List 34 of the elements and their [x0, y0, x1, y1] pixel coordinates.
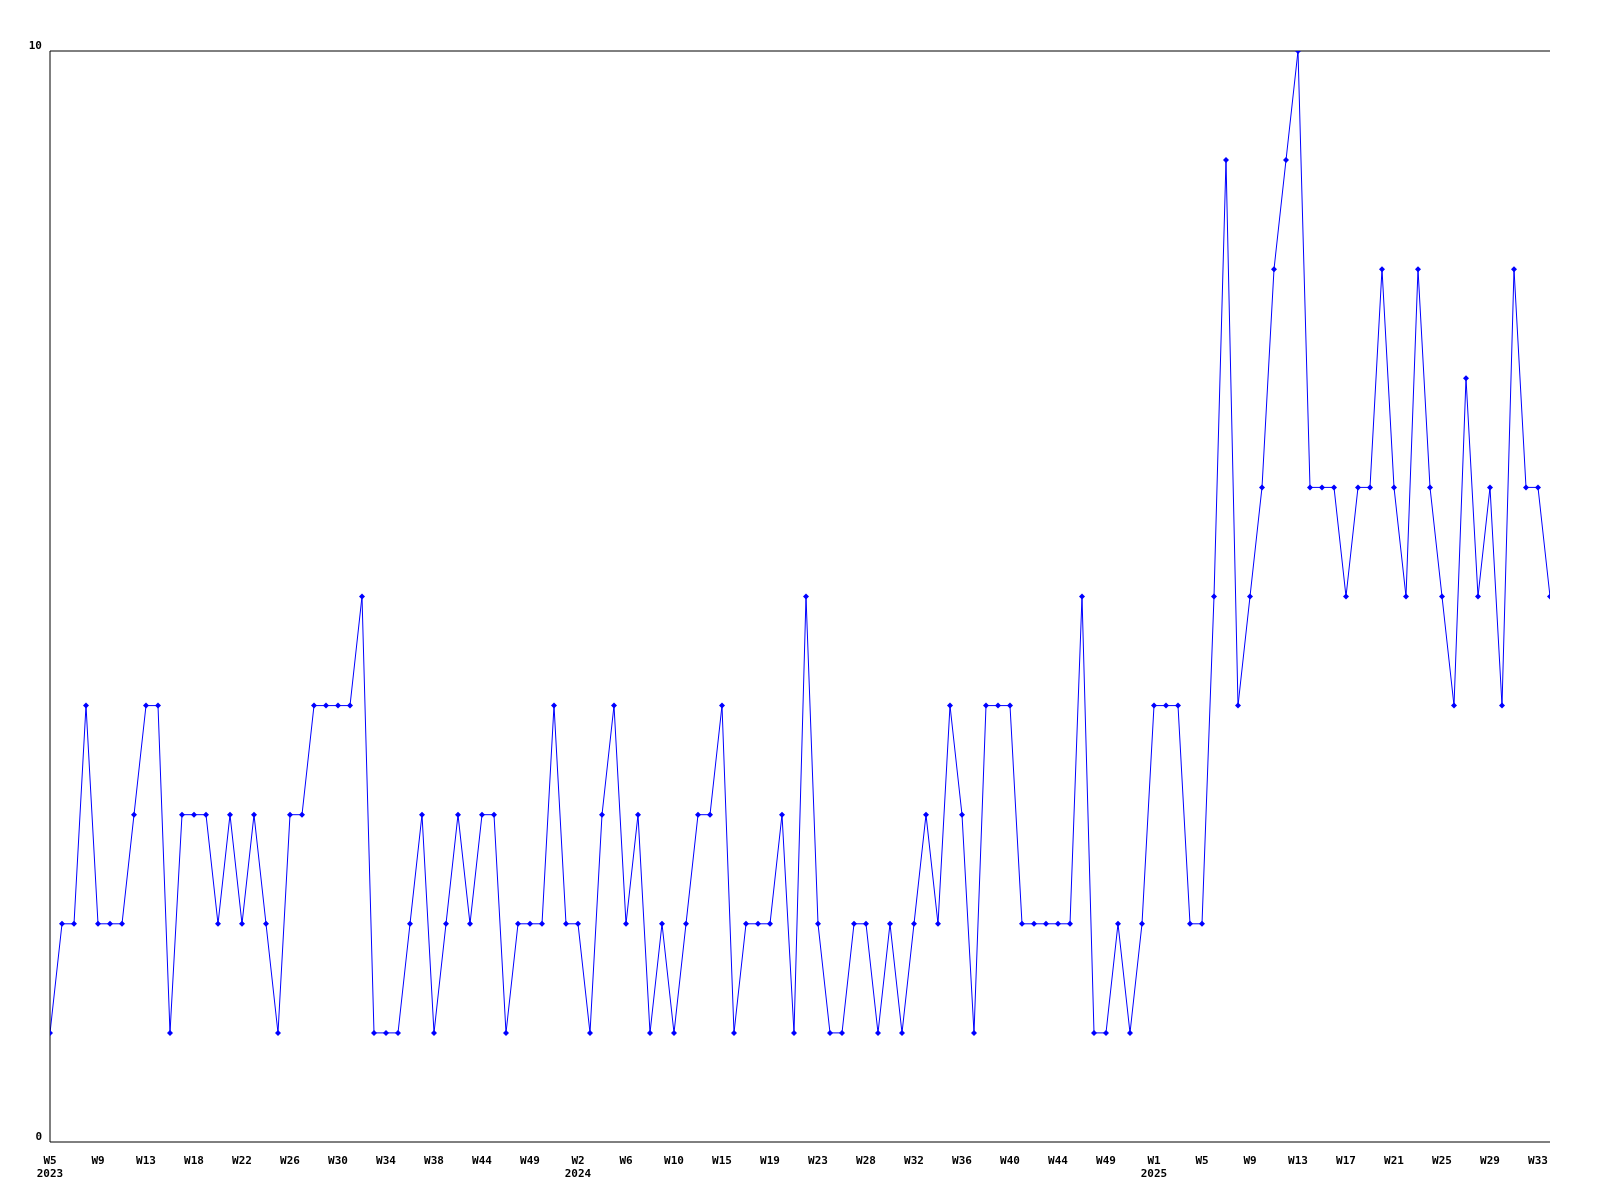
x-tick-label: W38	[424, 1154, 444, 1167]
x-tick-label: W19	[760, 1154, 780, 1167]
x-tick-label: W13	[136, 1154, 156, 1167]
y-tick-label: 0	[35, 1129, 42, 1143]
x-tick-label: W10	[664, 1154, 684, 1167]
x-tick-label: W5 2023	[36, 1154, 64, 1180]
x-tick-label: W5	[1195, 1154, 1209, 1167]
x-tick-label: W25	[1432, 1154, 1452, 1167]
x-tick-label: W32	[904, 1154, 924, 1167]
x-tick-label: W17	[1336, 1154, 1356, 1167]
x-tick-label: W22	[232, 1154, 252, 1167]
x-tick-label: W1 2025	[1140, 1154, 1168, 1180]
x-tick-label: W18	[184, 1154, 204, 1167]
x-tick-label: W40	[1000, 1154, 1020, 1167]
x-tick-label: W9	[91, 1154, 105, 1167]
x-tick-label: W23	[808, 1154, 828, 1167]
x-tick-label: W26	[280, 1154, 301, 1167]
x-tick-label: W28	[856, 1154, 876, 1167]
y-tick-label: 10	[28, 38, 42, 52]
x-tick-label: W36	[952, 1154, 973, 1167]
x-tick-label: W49	[1096, 1154, 1116, 1167]
x-tick-label: W44	[472, 1154, 493, 1167]
x-tick-label: W15	[712, 1154, 732, 1167]
x-tick-label: W21	[1384, 1154, 1405, 1167]
x-tick-label: W49	[520, 1154, 540, 1167]
x-tick-label: W2 2024	[564, 1154, 592, 1180]
x-tick-label: W44	[1048, 1154, 1069, 1167]
x-tick-label: W34	[376, 1154, 397, 1167]
x-tick-label: W13	[1288, 1154, 1308, 1167]
x-tick-label: W30	[328, 1154, 348, 1167]
x-tick-label: W6	[619, 1154, 633, 1167]
x-tick-label: W29	[1480, 1154, 1500, 1167]
x-tick-label: W9	[1243, 1154, 1257, 1167]
x-tick-label: W33	[1528, 1154, 1548, 1167]
